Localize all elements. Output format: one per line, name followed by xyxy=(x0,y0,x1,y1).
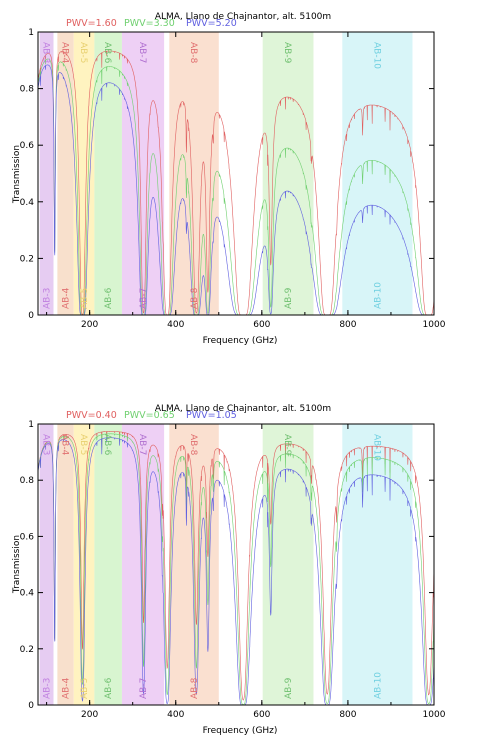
x-tick-label: 1000 xyxy=(423,320,446,330)
chart-panel-upper: AB-3 AB-3 AB-4 AB-4 AB-5 AB-5 AB-6 AB-6 AB-7 AB-7… xyxy=(12,12,446,346)
plot-frame xyxy=(37,31,435,316)
band-label-top: AB-6 xyxy=(102,42,112,64)
y-tick-label: 0.6 xyxy=(20,532,35,542)
band-labels: AB-3 AB-3 AB-4 AB-4 AB-5 AB-5 AB-6 AB-6 AB-7 AB-7… xyxy=(41,434,384,699)
legend-entry: PWV=1.05 xyxy=(186,410,237,421)
y-axis-title: Transmission xyxy=(12,535,22,594)
axis-ticks: 200 400 600 800 1000 0 0.2 0.4 0.6 0.8 1 xyxy=(20,420,446,720)
x-tick-label: 800 xyxy=(339,320,356,330)
chart-title: ALMA, Llano de Chajnantor, alt. 5100m xyxy=(155,12,331,22)
axis-ticks: 200 400 600 800 1000 0 0.2 0.4 0.6 0.8 1 xyxy=(20,28,446,330)
band-label-bottom: AB-5 xyxy=(80,288,90,309)
y-tick-label: 1 xyxy=(28,420,34,430)
series-line-3 xyxy=(37,437,435,706)
band-label-top: AB-6 xyxy=(102,434,112,456)
band-label-top: AB-4 xyxy=(60,42,70,64)
x-tick-label: 200 xyxy=(81,710,98,720)
band-ab-4 xyxy=(57,424,74,705)
y-tick-label: 0 xyxy=(28,701,34,711)
band-label-bottom: AB-10 xyxy=(373,282,383,309)
legend-entry: PWV=0.65 xyxy=(124,410,175,421)
chart-panel-lower: AB-3 AB-3 AB-4 AB-4 AB-5 AB-5 AB-6 AB-6 AB-7 AB-7… xyxy=(12,404,446,736)
band-labels: AB-3 AB-3 AB-4 AB-4 AB-5 AB-5 AB-6 AB-6 AB-7 AB-7… xyxy=(41,42,384,309)
y-tick-label: 0.8 xyxy=(20,476,35,486)
band-label-top: AB-5 xyxy=(78,434,88,455)
band-label-top: AB-7 xyxy=(137,42,147,63)
band-label-bottom: AB-10 xyxy=(373,672,383,699)
band-label-top: AB-8 xyxy=(188,42,198,64)
y-tick-label: 0 xyxy=(28,311,34,321)
series-line-1 xyxy=(37,50,435,316)
legend-entry: PWV=1.60 xyxy=(66,18,117,29)
y-tick-label: 0.4 xyxy=(20,198,35,208)
band-label-top: AB-10 xyxy=(371,434,381,461)
x-axis-title: Frequency (GHz) xyxy=(203,336,278,346)
x-tick-label: 200 xyxy=(81,320,98,330)
y-tick-label: 0.8 xyxy=(20,85,35,95)
band-label-top: AB-4 xyxy=(60,434,70,456)
y-tick-label: 0.2 xyxy=(20,645,34,655)
series-line-1 xyxy=(37,431,435,701)
chart-title: ALMA, Llano de Chajnantor, alt. 5100m xyxy=(155,404,331,414)
band-label-top: AB-10 xyxy=(371,42,381,69)
x-tick-label: 400 xyxy=(167,710,184,720)
band-label-bottom: AB-8 xyxy=(190,287,200,309)
legend: PWV=0.40 PWV=0.65 PWV=1.05 xyxy=(66,410,237,421)
band-ab-4 xyxy=(57,32,74,315)
legend-entry: PWV=5.20 xyxy=(186,18,237,29)
y-axis-title: Transmission xyxy=(12,145,22,204)
band-label-bottom: AB-9 xyxy=(284,287,294,309)
transmission-curves xyxy=(37,50,435,316)
band-label-top: AB-5 xyxy=(78,42,88,63)
legend-entry: PWV=0.40 xyxy=(66,410,117,421)
band-ab-3 xyxy=(39,424,54,705)
series-line-3 xyxy=(37,64,434,316)
band-label-bottom: AB-3 xyxy=(43,678,53,699)
band-label-bottom: AB-8 xyxy=(190,677,200,699)
plot-frame xyxy=(37,423,435,706)
band-ab-6 xyxy=(94,32,122,315)
band-label-bottom: AB-3 xyxy=(43,288,53,309)
band-ab-10 xyxy=(342,32,413,315)
x-tick-label: 400 xyxy=(167,320,184,330)
band-label-top: AB-8 xyxy=(188,434,198,456)
band-label-bottom: AB-6 xyxy=(104,677,114,699)
band-label-bottom: AB-4 xyxy=(62,287,72,309)
band-label-bottom: AB-7 xyxy=(139,288,149,309)
y-tick-label: 0.6 xyxy=(20,141,35,151)
y-tick-label: 0.4 xyxy=(20,589,35,599)
legend: PWV=1.60 PWV=3.30 PWV=5.20 xyxy=(66,18,237,29)
x-axis-title: Frequency (GHz) xyxy=(203,726,278,736)
band-label-top: AB-9 xyxy=(282,42,292,64)
x-tick-label: 600 xyxy=(253,710,270,720)
y-tick-label: 1 xyxy=(28,28,34,38)
band-label-bottom: AB-5 xyxy=(80,678,90,699)
transmission-curves xyxy=(37,431,435,706)
series-line-2 xyxy=(37,58,435,316)
band-label-bottom: AB-9 xyxy=(284,677,294,699)
band-label-bottom: AB-7 xyxy=(139,678,149,699)
band-label-top: AB-3 xyxy=(41,434,51,455)
band-label-bottom: AB-4 xyxy=(62,677,72,699)
x-tick-label: 800 xyxy=(339,710,356,720)
x-tick-label: 600 xyxy=(253,320,270,330)
band-label-bottom: AB-6 xyxy=(104,287,114,309)
x-tick-label: 1000 xyxy=(423,710,446,720)
band-label-top: AB-9 xyxy=(282,434,292,456)
band-ab-9 xyxy=(262,32,314,315)
band-label-top: AB-3 xyxy=(41,42,51,63)
series-line-2 xyxy=(37,433,435,705)
band-ab-7 xyxy=(121,32,165,315)
band-label-top: AB-7 xyxy=(137,434,147,455)
y-tick-label: 0.2 xyxy=(20,254,34,264)
legend-entry: PWV=3.30 xyxy=(124,18,175,29)
band-ab-10 xyxy=(342,424,413,705)
band-ab-6 xyxy=(94,424,122,705)
band-ab-3 xyxy=(39,32,54,315)
